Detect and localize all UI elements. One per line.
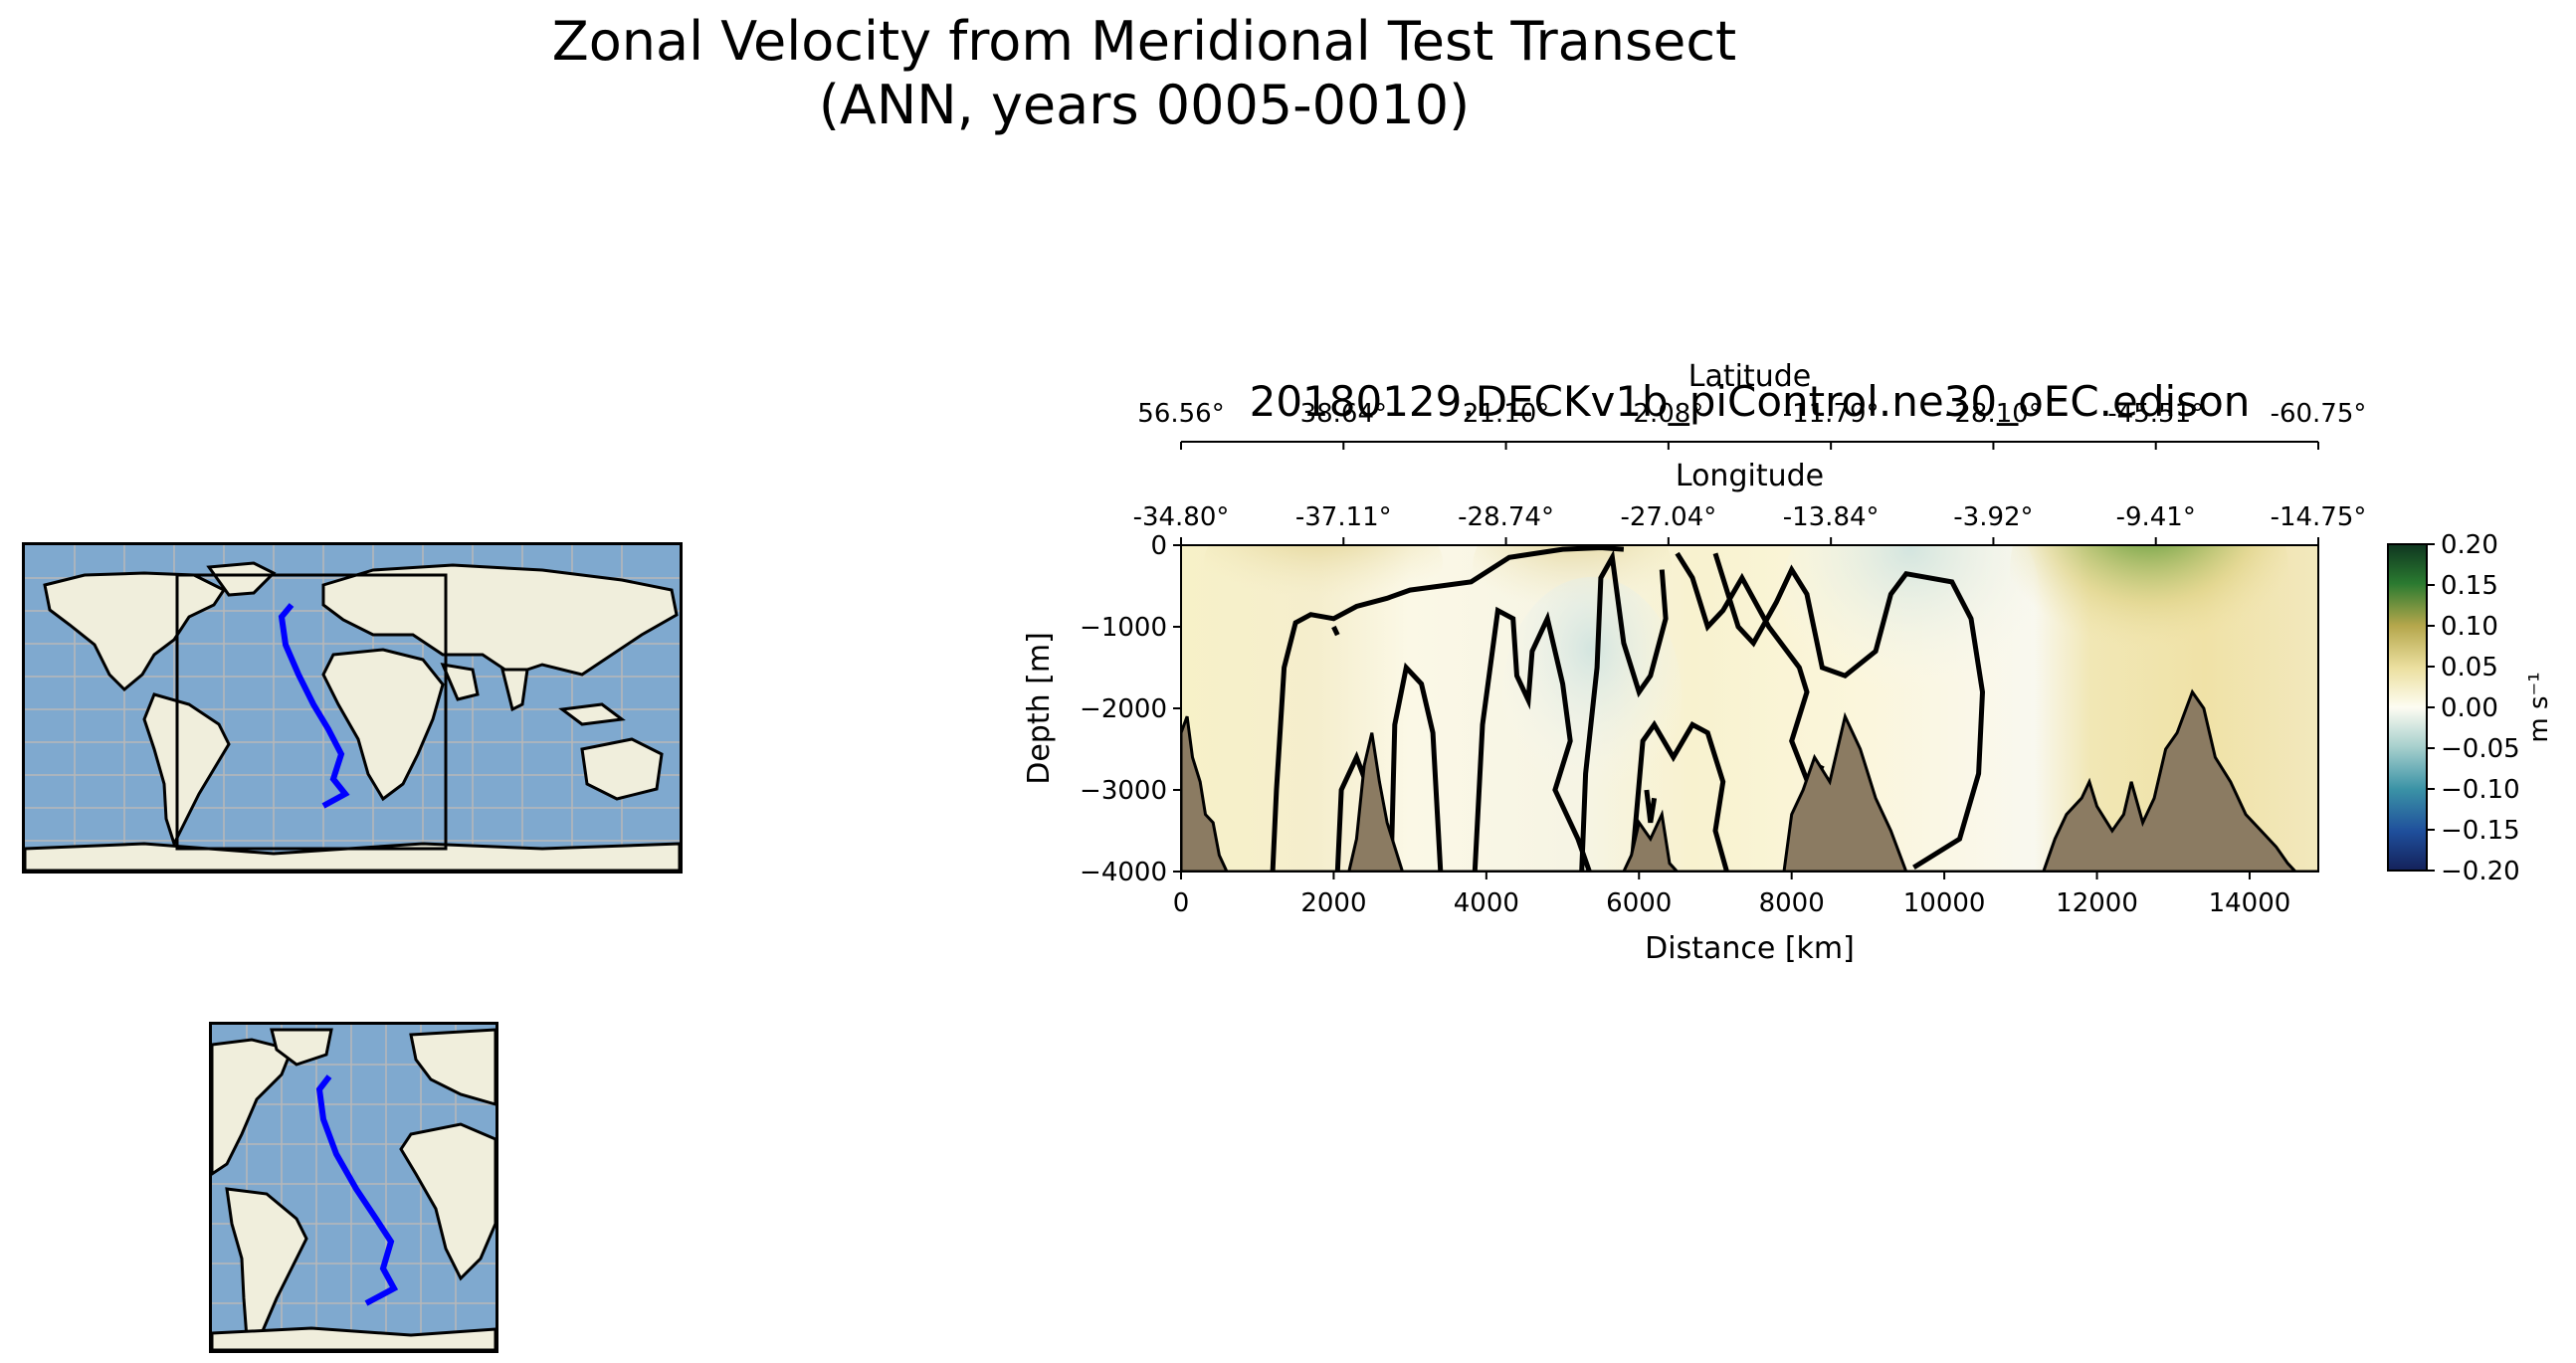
latitude-tick-label: 21.10° bbox=[1463, 399, 1549, 429]
colorbar-tick-label: 0.20 bbox=[2441, 530, 2498, 560]
x-tick-label: 2000 bbox=[1300, 888, 1366, 918]
latitude-tick-label: -28.10° bbox=[1945, 399, 2042, 429]
latitude-tick-label: 2.08° bbox=[1633, 399, 1703, 429]
latitude-tick-label: -60.75° bbox=[2271, 399, 2367, 429]
contour-line bbox=[1644, 789, 1658, 824]
x-tick-label: 12000 bbox=[2056, 888, 2138, 918]
colorbar-tick-label: −0.20 bbox=[2441, 857, 2520, 886]
global-map bbox=[22, 542, 683, 874]
colorbar-tick-label: −0.15 bbox=[2441, 816, 2520, 846]
contour-line bbox=[1629, 719, 1729, 872]
longitude-tick-label: -14.75° bbox=[2271, 502, 2367, 532]
y-tick-label: 0 bbox=[1150, 531, 1167, 561]
longitude-tick-label: -3.92° bbox=[1953, 502, 2033, 532]
colorbar-tick-label: 0.05 bbox=[2441, 653, 2498, 682]
y-tick-label: −3000 bbox=[1080, 776, 1167, 806]
x-tick-label: 0 bbox=[1173, 888, 1190, 918]
figure-title-line2: (ANN, years 0005-0010) bbox=[818, 74, 1471, 136]
bathymetry-area bbox=[1181, 688, 2318, 872]
figure-title-line1: Zonal Velocity from Meridional Test Tran… bbox=[551, 10, 1737, 73]
y-tick-label: −2000 bbox=[1080, 694, 1167, 724]
velocity-field bbox=[1181, 545, 2318, 872]
colorbar: 0.20 0.15 0.10 0.05 0.00 −0.05 −0.10 −0.15 −0.20… bbox=[2387, 530, 2554, 886]
colorbar-tick-label: 0.15 bbox=[2441, 571, 2498, 601]
x-tick-label: 4000 bbox=[1454, 888, 1519, 918]
longitude-tick-label: -37.11° bbox=[1295, 502, 1392, 532]
latitude-tick-label: 38.64° bbox=[1300, 399, 1387, 429]
x-tick-label: 6000 bbox=[1606, 888, 1672, 918]
longitude-tick-label: -34.80° bbox=[1133, 502, 1230, 532]
plot-axes: 0 2000 4000 6000 8000 10000 12000 14000 Distance… bbox=[1022, 359, 2366, 966]
plot-frame bbox=[1180, 544, 2319, 873]
contour-line bbox=[1331, 625, 1340, 637]
regional-map bbox=[209, 1022, 498, 1353]
contour-line bbox=[1270, 545, 1625, 872]
x-tick-label: 10000 bbox=[1903, 888, 1986, 918]
colorbar-tick-label: 0.10 bbox=[2441, 612, 2498, 642]
longitude-axis-label: Longitude bbox=[1676, 459, 1824, 493]
colorbar-tick-label: −0.05 bbox=[2441, 734, 2520, 764]
colorbar-tick-label: 0.00 bbox=[2441, 693, 2498, 723]
contour-line bbox=[1388, 662, 1444, 872]
bathymetry bbox=[1181, 688, 2318, 872]
y-tick-label: −4000 bbox=[1080, 858, 1167, 887]
x-tick-label: 8000 bbox=[1759, 888, 1825, 918]
y-tick-label: −1000 bbox=[1080, 613, 1167, 643]
contour-line bbox=[1334, 750, 1386, 872]
global-map-graphic bbox=[25, 545, 680, 871]
longitude-tick-label: -13.84° bbox=[1783, 502, 1880, 532]
longitude-tick-label: -9.41° bbox=[2116, 502, 2196, 532]
contour-line bbox=[1579, 549, 1669, 872]
contour-line bbox=[1675, 551, 1825, 797]
contour-line bbox=[1712, 552, 1986, 871]
figure-title: Zonal Velocity from Meridional Test Tran… bbox=[279, 10, 2010, 137]
latitude-tick-label: -45.51° bbox=[2107, 399, 2204, 429]
colorbar-label: m s⁻¹ bbox=[2524, 672, 2554, 742]
longitude-tick-label: -28.74° bbox=[1458, 502, 1554, 532]
y-axis-label: Depth [m] bbox=[1022, 632, 1057, 785]
contour-line bbox=[1472, 606, 1592, 872]
regional-map-graphic bbox=[212, 1025, 495, 1350]
latitude-tick-label: -11.79° bbox=[1783, 399, 1880, 429]
subplot-title: 20180129.DECKv1b_piControl.ne30_oEC.edis… bbox=[1250, 377, 2251, 426]
contour-lines bbox=[1270, 545, 1986, 872]
latitude-axis-label: Latitude bbox=[1688, 359, 1811, 394]
latitude-tick-label: 56.56° bbox=[1137, 399, 1224, 429]
colorbar-tick-label: −0.10 bbox=[2441, 775, 2520, 805]
longitude-tick-label: -27.04° bbox=[1620, 502, 1716, 532]
x-tick-label: 14000 bbox=[2209, 888, 2291, 918]
x-axis-label: Distance [km] bbox=[1645, 931, 1855, 966]
